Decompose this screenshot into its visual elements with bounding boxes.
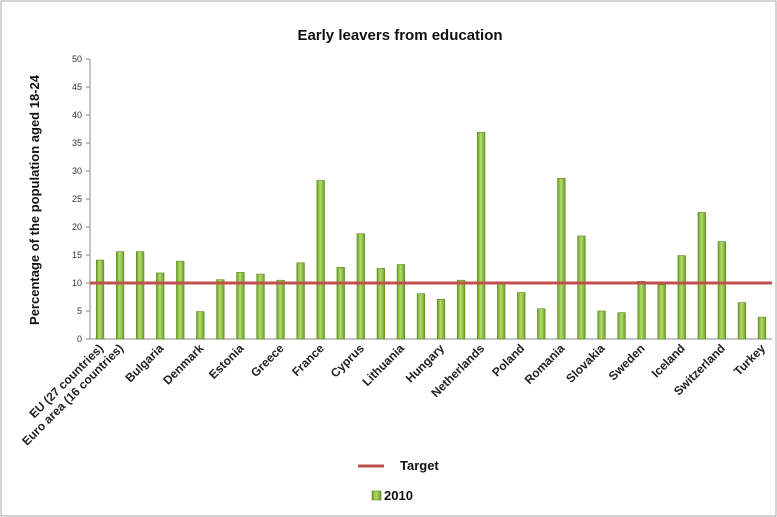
y-tick-label: 10 (72, 278, 82, 288)
bar (276, 279, 285, 340)
legend-target-label: Target (400, 458, 439, 473)
bar (497, 282, 506, 340)
bar (697, 212, 706, 340)
legend-series-label: 2010 (384, 488, 413, 503)
y-tick-label: 25 (72, 194, 82, 204)
y-tick-label: 35 (72, 138, 82, 148)
bar (296, 262, 305, 340)
bar (256, 273, 265, 340)
bar (477, 132, 486, 340)
y-tick-label: 5 (77, 306, 82, 316)
bar (637, 281, 646, 340)
bar (577, 235, 586, 340)
y-tick-label: 40 (72, 110, 82, 120)
bar (156, 272, 165, 340)
y-tick-label: 0 (77, 334, 82, 344)
bar (677, 255, 686, 340)
bar (557, 177, 566, 340)
bar (517, 292, 526, 340)
bar (657, 284, 666, 340)
bar (416, 293, 426, 340)
legend-series-swatch (371, 490, 382, 501)
bar (717, 241, 726, 340)
y-tick-label: 45 (72, 82, 82, 92)
bar (316, 180, 325, 340)
legend: Target 2010 (358, 458, 439, 503)
bar (436, 298, 446, 340)
bar (336, 267, 345, 340)
y-tick-label: 30 (72, 166, 82, 176)
bar (95, 259, 105, 340)
y-tick-label: 15 (72, 250, 82, 260)
chart-title: Early leavers from education (297, 27, 502, 44)
bar (115, 251, 125, 340)
y-tick-label: 20 (72, 222, 82, 232)
bar (617, 312, 626, 340)
bar (757, 316, 767, 340)
y-tick-label: 50 (72, 54, 82, 64)
bar (216, 279, 225, 340)
bar (456, 279, 466, 340)
bar (376, 268, 385, 340)
bar (737, 302, 747, 340)
bar (236, 272, 245, 340)
bar (196, 311, 205, 340)
bar (176, 260, 185, 340)
y-axis-label: Percentage of the population aged 18-24 (27, 74, 42, 325)
bar (356, 233, 365, 340)
bar (136, 251, 145, 340)
bar (537, 308, 546, 340)
bar (597, 310, 606, 340)
bar (396, 264, 406, 340)
